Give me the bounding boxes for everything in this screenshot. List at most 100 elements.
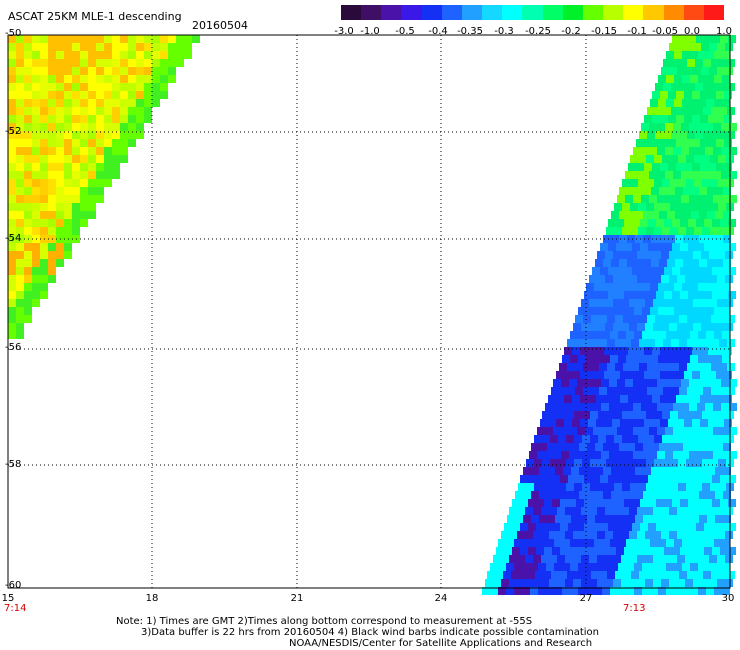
swath-cell — [556, 419, 564, 427]
swath-cell — [701, 251, 709, 259]
swath-cell — [24, 211, 32, 219]
swath-cell — [40, 59, 48, 67]
swath-cell — [684, 163, 692, 171]
swath-cell — [667, 515, 675, 523]
swath-cell — [639, 339, 647, 347]
swath-cell — [533, 531, 541, 539]
swath-cell — [80, 123, 88, 131]
swath-cell — [708, 419, 716, 427]
swath-cell — [692, 347, 700, 355]
swath-cell — [645, 555, 653, 563]
swath-cell — [648, 243, 656, 251]
swath-cell — [570, 355, 578, 363]
swath-cell — [666, 99, 674, 107]
swath-cell — [636, 371, 644, 379]
swath-cell — [56, 91, 64, 99]
swath-cell — [728, 219, 736, 227]
swath-cell — [88, 75, 96, 83]
swath-cell — [685, 507, 693, 515]
swath-cell — [719, 571, 727, 579]
colorbar-segment — [421, 5, 442, 20]
swath-cell — [684, 115, 692, 123]
swath-cell — [32, 243, 40, 251]
swath-cell — [685, 67, 693, 75]
swath-cell — [520, 523, 528, 531]
swath-cell — [24, 59, 32, 67]
swath-cell — [515, 491, 523, 499]
swath-cell — [32, 155, 40, 163]
colorbar-segment — [381, 5, 402, 20]
swath-cell — [8, 123, 16, 131]
swath-cell — [527, 571, 535, 579]
swath-cell — [627, 211, 635, 219]
swath-cell — [666, 51, 674, 59]
swath-cell — [597, 275, 605, 283]
swath-cell — [72, 83, 80, 91]
swath-cell — [710, 483, 718, 491]
swath-cell — [703, 131, 711, 139]
swath-cell — [622, 203, 630, 211]
swath-cell — [531, 443, 539, 451]
swath-cell — [553, 427, 561, 435]
swath-cell — [88, 147, 96, 155]
swath-cell — [699, 491, 707, 499]
swath-cell — [704, 499, 712, 507]
swath-cell — [669, 43, 677, 51]
swath-cell — [636, 395, 644, 403]
swath-cell — [597, 531, 605, 539]
swath-cell — [8, 171, 16, 179]
swath-cell — [16, 99, 24, 107]
swath-cell — [8, 91, 16, 99]
swath-cell — [551, 571, 559, 579]
swath-cell — [594, 355, 602, 363]
swath-cell — [72, 99, 80, 107]
swath-cell — [661, 579, 669, 587]
swath-cell — [568, 499, 576, 507]
swath-cell — [676, 419, 684, 427]
swath-cell — [654, 411, 662, 419]
swath-cell — [569, 403, 577, 411]
swath-cell — [673, 427, 681, 435]
swath-cell — [653, 579, 661, 587]
swath-cell — [724, 419, 732, 427]
swath-cell — [619, 211, 627, 219]
swath-cell — [626, 563, 634, 571]
swath-cell — [64, 59, 72, 67]
swath-cell — [152, 83, 160, 91]
swath-cell — [618, 283, 626, 291]
swath-cell — [625, 379, 633, 387]
swath-cell — [128, 43, 136, 51]
swath-cell — [24, 275, 32, 283]
swath-cell — [581, 507, 589, 515]
swath-cell — [603, 443, 611, 451]
swath-cell — [630, 227, 638, 235]
swath-cell — [585, 403, 593, 411]
swath-cell — [617, 403, 625, 411]
swath-cell — [696, 267, 704, 275]
swath-cell — [641, 451, 649, 459]
swath-cell — [104, 139, 112, 147]
swath-cell — [40, 123, 48, 131]
swath-cell — [574, 483, 582, 491]
swath-cell — [48, 59, 56, 67]
swath-cell — [686, 155, 694, 163]
swath-cell — [639, 363, 647, 371]
swath-cell — [657, 171, 665, 179]
swath-cell — [712, 243, 720, 251]
swath-cell — [24, 163, 32, 171]
swath-cell — [683, 443, 691, 451]
swath-cell — [8, 179, 16, 187]
swath-cell — [669, 67, 677, 75]
swath-cell — [32, 91, 40, 99]
swath-cell — [671, 363, 679, 371]
swath-cell — [675, 491, 683, 499]
swath-cell — [633, 171, 641, 179]
swath-cell — [40, 187, 48, 195]
swath-cell — [700, 163, 708, 171]
swath-cell — [716, 91, 724, 99]
swath-cell — [8, 243, 16, 251]
swath-cell — [683, 259, 691, 267]
swath-cell — [48, 35, 56, 43]
colorbar-label: -3.0 — [334, 26, 354, 37]
swath-cell — [666, 587, 674, 595]
